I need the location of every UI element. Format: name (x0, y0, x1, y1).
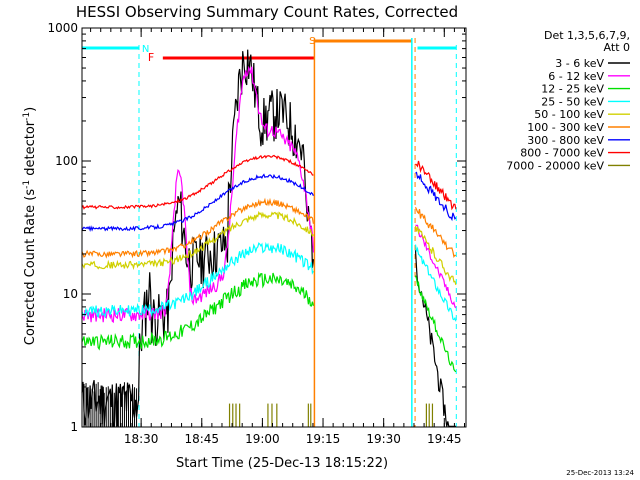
series-line (81, 171, 457, 233)
x-tick-label: 18:30 (124, 432, 159, 446)
series-layer (81, 49, 457, 427)
x-axis: 18:30 18:45 19:00 19:15 19:30 19:45 (90, 28, 466, 446)
y-tick-label: 100 (55, 154, 78, 168)
legend-label: 300 - 800 keV (527, 134, 604, 147)
legend-label: 100 - 300 keV (527, 121, 604, 134)
y-tick-label: 10 (63, 287, 78, 301)
annotation-F: F (148, 51, 154, 64)
legend-header-2: Att 0 (604, 41, 630, 54)
series-line (81, 271, 457, 373)
legend-label: 50 - 100 keV (534, 108, 604, 121)
legend-label: 25 - 50 keV (541, 95, 604, 108)
chart-title: HESSI Observing Summary Count Rates, Cor… (76, 3, 458, 21)
plot-frame (81, 27, 467, 428)
x-tick-label: 19:00 (245, 432, 280, 446)
x-tick-label: 18:45 (184, 432, 219, 446)
series-line (81, 154, 457, 211)
legend-label: 3 - 6 keV (555, 57, 604, 70)
legend-header-1: Det 1,3,5,6,7,9, (544, 29, 630, 42)
legend-label: 12 - 25 keV (541, 83, 604, 96)
legend-label: 6 - 12 keV (548, 70, 604, 83)
x-tick-label: 19:45 (427, 432, 462, 446)
x-axis-title: Start Time (25-Dec-13 18:15:22) (176, 456, 388, 471)
y-axis-title: Corrected Count Rate (s-1 detector-1) (22, 107, 38, 345)
annotation-layer: NF S (82, 36, 457, 427)
y-tick-label: 1000 (47, 21, 78, 35)
x-tick-label: 19:15 (306, 432, 341, 446)
series-line (81, 210, 457, 286)
annotation-N: N (142, 44, 149, 55)
annotation-S: S (309, 36, 315, 47)
legend-label: 7000 - 20000 keV (506, 159, 604, 172)
y-axis: 1 10 100 1000 (47, 21, 466, 434)
x-tick-label: 19:30 (366, 432, 401, 446)
series-line (81, 197, 457, 259)
series-line (81, 241, 457, 322)
y-tick-label: 1 (70, 420, 78, 434)
timestamp: 25-Dec-2013 13:24 (566, 469, 634, 477)
legend-label: 800 - 7000 keV (520, 147, 604, 160)
series-line (81, 49, 456, 427)
